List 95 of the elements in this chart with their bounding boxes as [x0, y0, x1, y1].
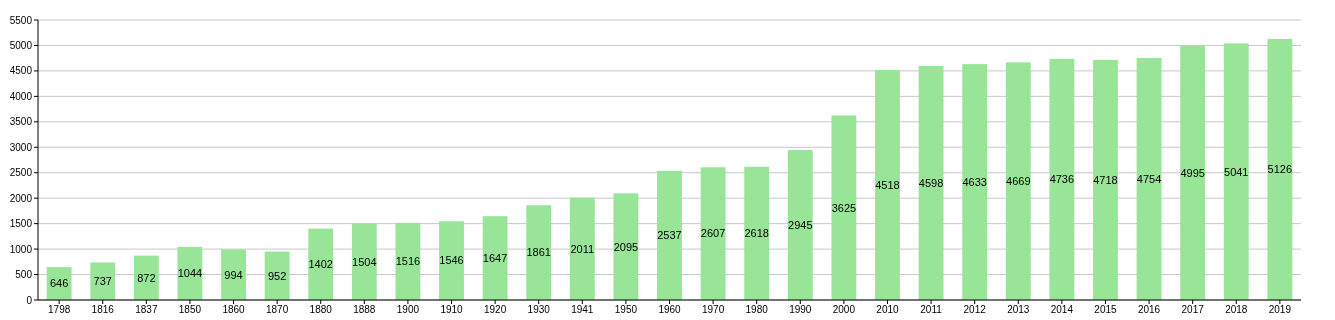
bar [1180, 45, 1206, 300]
data-label: 4736 [1049, 173, 1075, 186]
bar [526, 205, 552, 300]
x-tick-label: 2010 [876, 304, 900, 315]
x-tick-label: 1930 [527, 304, 551, 315]
bar [1093, 59, 1118, 300]
y-tick-label: 4000 [9, 90, 33, 102]
data-label: 4633 [962, 175, 987, 188]
x-tick-label: 1870 [266, 304, 289, 315]
bar [962, 64, 988, 300]
data-label: 646 [49, 277, 69, 290]
x-tick-label: 1910 [440, 304, 464, 315]
data-label: 1861 [526, 246, 551, 259]
data-label: 4995 [1180, 166, 1205, 179]
bar [395, 222, 421, 300]
data-label: 737 [93, 275, 112, 288]
x-tick-label: 1816 [91, 304, 115, 315]
x-tick-label: 1837 [135, 304, 158, 315]
bar [1049, 58, 1075, 300]
data-label: 4718 [1093, 173, 1118, 186]
bar [1136, 57, 1162, 300]
data-label: 994 [224, 268, 243, 281]
x-tick-label: 1941 [571, 304, 594, 315]
x-tick-label: 2014 [1050, 304, 1074, 315]
bar [875, 69, 900, 300]
x-tick-label: 2000 [832, 304, 856, 315]
bar [90, 262, 116, 300]
x-tick-label: 2019 [1268, 304, 1292, 315]
x-tick-label: 1860 [222, 304, 246, 315]
bar [308, 228, 334, 300]
x-tick-label: 1970 [701, 304, 725, 315]
bar [744, 166, 770, 300]
bar [657, 170, 682, 300]
x-tick-label: 1920 [483, 304, 507, 315]
x-tick-label: 1850 [178, 304, 202, 315]
y-tick-label: 3500 [9, 116, 33, 128]
data-label: 2945 [788, 218, 813, 231]
bar [1223, 43, 1249, 300]
bar [831, 115, 857, 300]
data-label: 2095 [613, 240, 639, 253]
x-tick-label: 2016 [1137, 304, 1161, 315]
data-label: 952 [267, 269, 287, 282]
x-tick-label: 1950 [614, 304, 638, 315]
x-tick-label: 2015 [1094, 304, 1118, 315]
x-tick-label: 2011 [920, 304, 943, 315]
data-label: 4598 [918, 176, 944, 189]
bar [1005, 62, 1031, 300]
x-tick-label: 1960 [658, 304, 682, 315]
x-tick-label: 1990 [789, 304, 812, 315]
x-tick-label: 1888 [353, 304, 376, 315]
data-label: 1402 [308, 258, 333, 271]
bar [1267, 39, 1293, 300]
y-tick-label: 3000 [9, 141, 33, 153]
data-label: 5126 [1267, 163, 1293, 176]
data-label: 2618 [744, 227, 769, 240]
bar [482, 216, 508, 300]
x-tick-label: 1900 [396, 304, 420, 315]
data-label: 4518 [875, 178, 900, 191]
bar [351, 223, 377, 300]
bar [439, 221, 464, 300]
x-tick-label: 2013 [1007, 304, 1030, 315]
data-label: 872 [137, 271, 156, 284]
bar [787, 150, 813, 300]
x-tick-label: 1980 [745, 304, 769, 315]
y-tick-label: 5500 [9, 14, 33, 26]
x-tick-label: 2017 [1181, 304, 1205, 315]
data-label: 2011 [570, 242, 595, 255]
y-tick-label: 500 [15, 269, 33, 281]
bar [569, 197, 595, 300]
data-label: 5041 [1224, 165, 1249, 178]
bar [700, 167, 726, 300]
x-tick-label: 2018 [1225, 304, 1248, 315]
x-tick-label: 1798 [48, 304, 71, 315]
data-label: 1647 [482, 251, 508, 264]
data-label: 4754 [1136, 172, 1162, 185]
bar [221, 249, 246, 300]
data-label: 2607 [700, 227, 726, 240]
x-tick-label: 2012 [963, 304, 987, 315]
y-tick-label: 1000 [9, 243, 33, 255]
data-label: 1044 [177, 267, 203, 280]
y-tick-label: 4500 [9, 65, 33, 77]
bar [918, 65, 944, 300]
x-tick-label: 1880 [309, 304, 333, 315]
data-label: 1546 [439, 254, 464, 267]
y-tick-label: 1500 [9, 218, 33, 230]
y-tick-label: 0 [26, 294, 33, 306]
y-tick-label: 2000 [9, 192, 33, 204]
y-tick-label: 2500 [9, 167, 33, 179]
data-label: 4669 [1006, 175, 1031, 187]
data-label: 2537 [657, 229, 682, 242]
data-label: 3625 [831, 201, 857, 214]
y-tick-label: 5000 [9, 39, 33, 51]
data-label: 1504 [352, 255, 377, 268]
bar [613, 193, 639, 300]
data-label: 1516 [395, 255, 421, 268]
